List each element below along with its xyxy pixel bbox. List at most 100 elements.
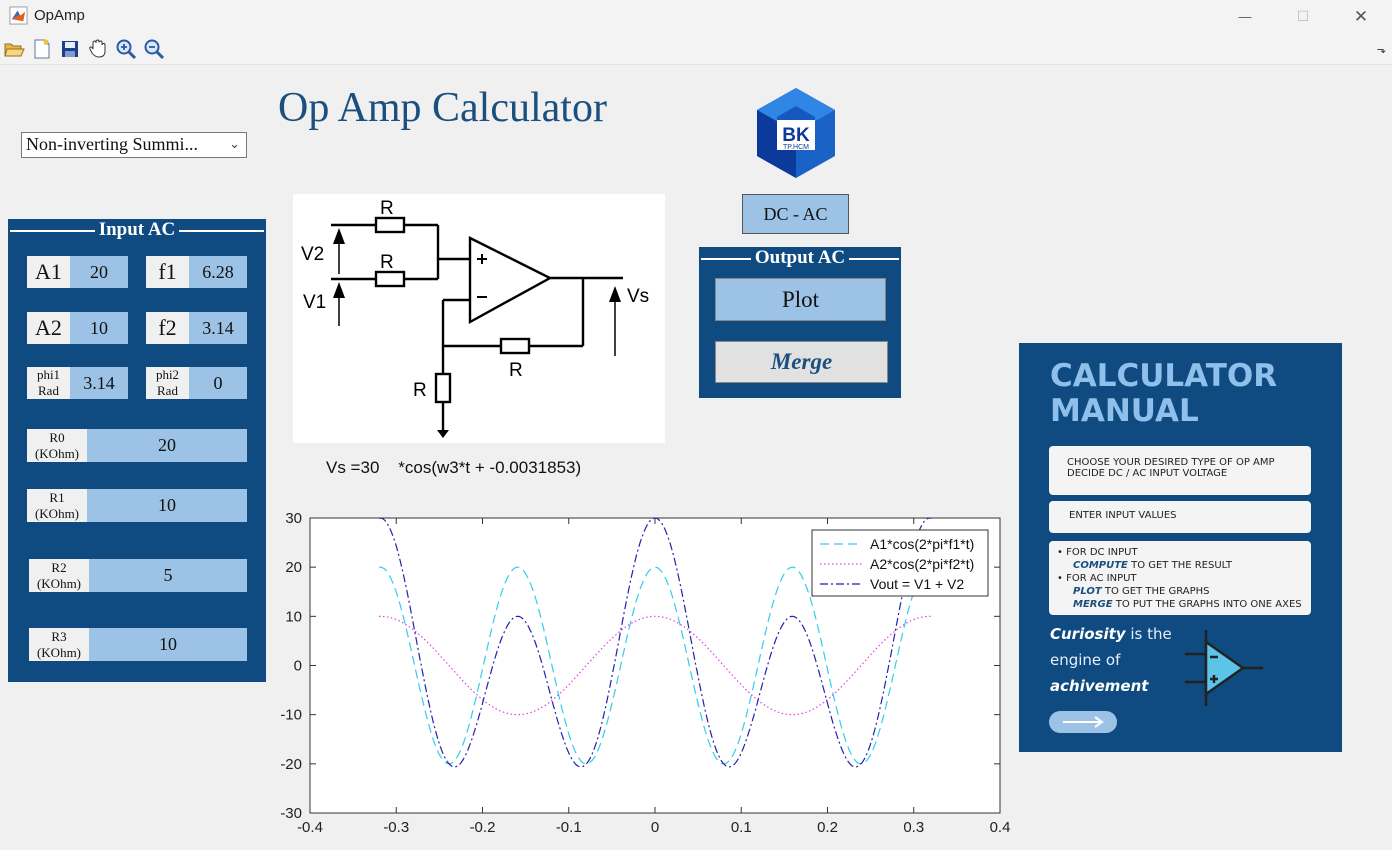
maximize-icon: ☐ <box>1296 8 1310 24</box>
zoom-out-button[interactable] <box>142 37 166 61</box>
circuit-r-label-2: R <box>380 252 394 273</box>
y-tick-label: 0 <box>294 658 302 675</box>
circuit-r-label-4: R <box>413 380 427 401</box>
legend-entry: Vout = V1 + V2 <box>870 576 964 592</box>
phi2-label-top: phi2 <box>155 367 180 382</box>
input-ac-panel: Input AC A1 20 f1 6.28 A2 10 f2 3.14 phi… <box>8 219 266 682</box>
x-tick-label: -0.1 <box>556 819 582 836</box>
new-file-icon <box>34 39 50 59</box>
zoom-in-icon <box>116 39 137 60</box>
r0-label: R0 (KOhm) <box>27 429 87 462</box>
phi1-label-top: phi1 <box>36 367 61 382</box>
circuit-r-label-3: R <box>509 360 523 381</box>
series-line-1 <box>378 566 932 765</box>
r2-label: R2 (KOhm) <box>29 559 89 592</box>
f2-input[interactable]: 3.14 <box>189 312 247 344</box>
manual-step-1-line1: CHOOSE YOUR DESIRED TYPE OF OP AMP <box>1067 457 1275 468</box>
output-ac-panel: Output AC Plot Merge <box>699 247 901 398</box>
r2-input[interactable]: 5 <box>89 559 247 592</box>
new-file-button[interactable] <box>30 37 54 61</box>
zoom-in-button[interactable] <box>114 37 138 61</box>
x-tick-label: 0 <box>651 819 659 836</box>
r0-input[interactable]: 20 <box>87 429 247 462</box>
page-title: Op Amp Calculator <box>278 85 607 131</box>
logo-text-bk: BK <box>782 125 810 146</box>
f1-input[interactable]: 6.28 <box>189 256 247 288</box>
window-title: OpAmp <box>34 7 85 24</box>
phi1-label: phi1 Rad <box>27 367 70 399</box>
y-tick-label: -20 <box>280 756 302 773</box>
pan-button[interactable] <box>86 37 110 61</box>
a2-input[interactable]: 10 <box>70 312 128 344</box>
zoom-out-icon <box>144 39 165 60</box>
opamp-type-select[interactable]: Non-inverting Summi... ⌄ <box>21 132 247 158</box>
x-tick-label: -0.3 <box>383 819 409 836</box>
circuit-r-label-1: R <box>380 198 394 219</box>
legend-entry: A2*cos(2*pi*f2*t) <box>870 556 974 572</box>
plot-button[interactable]: Plot <box>715 278 886 321</box>
circuit-vs-label: Vs <box>627 286 649 307</box>
phi2-input[interactable]: 0 <box>189 367 247 399</box>
x-tick-label: 0.1 <box>731 819 752 836</box>
manual-step-1: CHOOSE YOUR DESIRED TYPE OF OP AMP DECID… <box>1049 446 1311 495</box>
phi1-label-unit: Rad <box>38 383 59 398</box>
opamp-symbol-icon <box>1185 630 1263 706</box>
phi2-label: phi2 Rad <box>146 367 189 399</box>
r2-label-unit: (KOhm) <box>36 575 82 591</box>
y-tick-label: 10 <box>285 608 302 625</box>
f1-label: f1 <box>146 256 189 288</box>
waveform-chart: -0.4 -0.3 -0.2 -0.1 0 0.1 0.2 0.3 0.4 30 20 10 0 -10 -… <box>280 505 1010 850</box>
manual-ac-merge-detail: MERGE TO PUT THE GRAPHS INTO ONE AXES <box>1073 599 1302 610</box>
r3-label: R3 (KOhm) <box>29 628 89 661</box>
manual-quote: Curiosity is the engine of achivement <box>1050 625 1172 695</box>
open-file-button[interactable] <box>2 37 26 61</box>
dock-icon[interactable]: ⬎ <box>1376 44 1386 56</box>
title-bar: OpAmp — ☐ ✕ <box>0 0 1392 33</box>
y-tick-label: -10 <box>280 707 302 724</box>
manual-title-line1: CALCULATOR <box>1050 358 1278 394</box>
a1-input[interactable]: 20 <box>70 256 128 288</box>
bk-logo: BK TP.HCM <box>749 86 843 180</box>
manual-ac-bullet: • FOR AC INPUT <box>1057 573 1137 584</box>
r0-label-top: R0 <box>49 429 65 445</box>
save-button[interactable] <box>58 37 82 61</box>
phi2-label-unit: Rad <box>157 383 178 398</box>
calculator-manual: CALCULATOR MANUAL CHOOSE YOUR DESIRED TY… <box>1019 343 1342 752</box>
minimize-button[interactable]: — <box>1216 0 1274 33</box>
dc-ac-toggle-button[interactable]: DC - AC <box>742 194 849 234</box>
manual-ac-plot-detail: PLOT TO GET THE GRAPHS <box>1073 586 1210 597</box>
manual-next-button[interactable] <box>1049 711 1117 733</box>
manual-step-2: ENTER INPUT VALUES <box>1049 501 1311 533</box>
minimize-icon: — <box>1238 9 1252 24</box>
logo-text-city: TP.HCM <box>783 144 809 151</box>
merge-button[interactable]: Merge <box>715 341 888 383</box>
opamp-type-value: Non-inverting Summi... <box>26 134 198 154</box>
opamp-schematic: R R R R V2 V1 Vs <box>301 198 649 438</box>
manual-title: CALCULATOR MANUAL <box>1050 359 1277 429</box>
close-icon: ✕ <box>1353 6 1369 26</box>
manual-step-3: • FOR DC INPUT COMPUTE TO GET THE RESULT… <box>1049 541 1311 615</box>
circuit-v1-label: V1 <box>303 292 326 313</box>
hand-pan-icon <box>89 39 106 58</box>
output-ac-title: Output AC <box>750 247 850 268</box>
manual-step-2-text: ENTER INPUT VALUES <box>1069 510 1177 521</box>
save-icon <box>62 41 78 57</box>
r0-label-unit: (KOhm) <box>34 445 80 461</box>
close-button[interactable]: ✕ <box>1332 0 1390 33</box>
arrow-right-icon <box>1063 716 1104 728</box>
manual-step-1-line2: DECIDE DC / AC INPUT VOLTAGE <box>1067 468 1228 479</box>
r1-label-top: R1 <box>49 489 65 505</box>
phi1-input[interactable]: 3.14 <box>70 367 128 399</box>
manual-title-line2: MANUAL <box>1050 393 1199 429</box>
r3-label-unit: (KOhm) <box>36 644 82 660</box>
maximize-button[interactable]: ☐ <box>1274 0 1332 33</box>
manual-dc-detail: COMPUTE TO GET THE RESULT <box>1073 560 1232 571</box>
x-tick-label: -0.2 <box>470 819 496 836</box>
a1-label: A1 <box>27 256 70 288</box>
legend <box>811 529 989 597</box>
f2-label: f2 <box>146 312 189 344</box>
r1-input[interactable]: 10 <box>87 489 247 522</box>
r3-input[interactable]: 10 <box>89 628 247 661</box>
chevron-down-icon: ⌄ <box>229 136 240 151</box>
